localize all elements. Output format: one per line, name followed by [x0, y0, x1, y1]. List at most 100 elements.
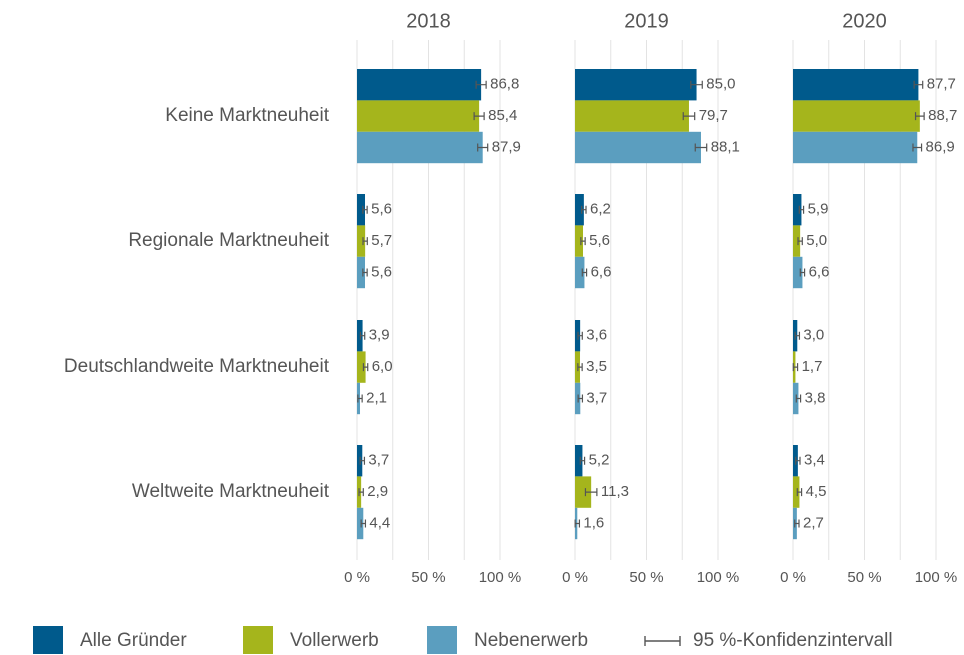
error-bar: [362, 205, 368, 214]
bar: [575, 476, 592, 508]
value-label: 87,7: [927, 76, 956, 93]
error-bar: [584, 488, 598, 497]
value-label: 2,1: [366, 389, 387, 406]
value-label: 3,8: [805, 389, 826, 406]
category-label: Weltweite Marktneuheit: [132, 481, 330, 502]
value-label: 1,7: [802, 358, 823, 375]
value-label: 3,5: [586, 358, 607, 375]
value-label: 79,7: [699, 107, 728, 124]
bar: [357, 256, 366, 289]
value-label: 6,6: [591, 263, 612, 280]
bar: [357, 69, 482, 101]
bar: [793, 256, 803, 289]
x-tick-label: 100 %: [697, 569, 740, 586]
value-label: 5,6: [589, 232, 610, 249]
error-bar: [795, 394, 802, 403]
error-bar: [794, 331, 801, 340]
value-label: 5,7: [371, 232, 392, 249]
error-bar: [682, 112, 696, 121]
bar: [793, 194, 802, 226]
value-label: 5,0: [806, 232, 827, 249]
error-bar: [475, 80, 487, 89]
value-label: 3,9: [369, 327, 390, 344]
legend-label: Nebenerwerb: [474, 630, 588, 651]
x-tick-label: 100 %: [479, 569, 522, 586]
value-label: 88,1: [711, 138, 740, 155]
error-bar: [581, 268, 588, 277]
value-label: 6,6: [809, 263, 830, 280]
bar: [793, 131, 918, 164]
value-label: 1,6: [583, 514, 604, 531]
error-bar: [580, 237, 586, 246]
bar: [575, 100, 689, 132]
legend-label: 95 %-Konfidenzintervall: [693, 630, 893, 651]
error-bar: [577, 394, 584, 403]
value-label: 86,8: [490, 76, 519, 93]
error-bar: [477, 143, 489, 152]
error-bar: [690, 80, 703, 89]
bar: [793, 100, 920, 132]
bar: [357, 507, 364, 540]
error-bar: [360, 519, 367, 528]
legend-label: Vollerwerb: [290, 630, 379, 651]
error-bar: [362, 237, 368, 246]
error-bar: [579, 456, 586, 465]
value-label: 4,5: [806, 483, 827, 500]
x-tick-label: 50 %: [411, 569, 445, 586]
category-label: Regionale Marktneuheit: [128, 230, 329, 251]
legend-swatch: [33, 626, 63, 654]
error-bar: [577, 363, 583, 372]
error-bar: [794, 519, 800, 528]
error-bar: [581, 205, 587, 214]
error-bar: [912, 143, 923, 152]
panel-title: 2019: [624, 10, 669, 32]
category-label: Keine Marktneuheit: [165, 105, 329, 126]
value-label: 85,0: [706, 76, 735, 93]
bar: [575, 69, 697, 101]
error-bar: [357, 394, 363, 403]
panel-title: 2020: [842, 10, 887, 32]
value-label: 3,7: [368, 452, 389, 469]
legend-error-icon: [644, 636, 681, 646]
bar: [575, 131, 701, 164]
legend-swatch: [243, 626, 273, 654]
error-bar: [358, 488, 364, 497]
error-bar: [798, 205, 805, 214]
value-label: 5,6: [371, 201, 392, 218]
error-bar: [577, 331, 583, 340]
error-bar: [795, 456, 801, 465]
value-label: 2,7: [803, 514, 824, 531]
bar: [793, 225, 801, 257]
value-label: 87,9: [492, 138, 521, 155]
x-tick-label: 0 %: [562, 569, 588, 586]
value-label: 4,4: [369, 514, 390, 531]
legend-label: Alle Gründer: [80, 630, 187, 651]
legend-swatch: [427, 626, 457, 654]
bar: [357, 320, 363, 352]
x-tick-label: 0 %: [780, 569, 806, 586]
value-label: 2,9: [367, 483, 388, 500]
value-label: 5,2: [589, 452, 610, 469]
error-bar: [799, 268, 806, 277]
bar: [357, 194, 366, 226]
value-label: 85,4: [488, 107, 517, 124]
error-bar: [797, 237, 803, 246]
bar: [575, 194, 584, 226]
error-bar: [359, 456, 366, 465]
error-bar: [796, 488, 803, 497]
panel-title: 2018: [406, 10, 451, 32]
error-bar: [362, 268, 368, 277]
error-bar: [914, 112, 925, 121]
category-label: Deutschlandweite Marktneuheit: [64, 356, 330, 377]
bar: [793, 69, 919, 101]
error-bar: [574, 519, 581, 528]
bar: [357, 225, 366, 257]
value-label: 6,2: [590, 201, 611, 218]
value-label: 11,3: [601, 483, 629, 500]
bar: [575, 256, 585, 289]
value-label: 3,4: [804, 452, 825, 469]
value-label: 5,9: [808, 201, 829, 218]
value-label: 6,0: [372, 358, 393, 375]
error-bar: [359, 331, 366, 340]
